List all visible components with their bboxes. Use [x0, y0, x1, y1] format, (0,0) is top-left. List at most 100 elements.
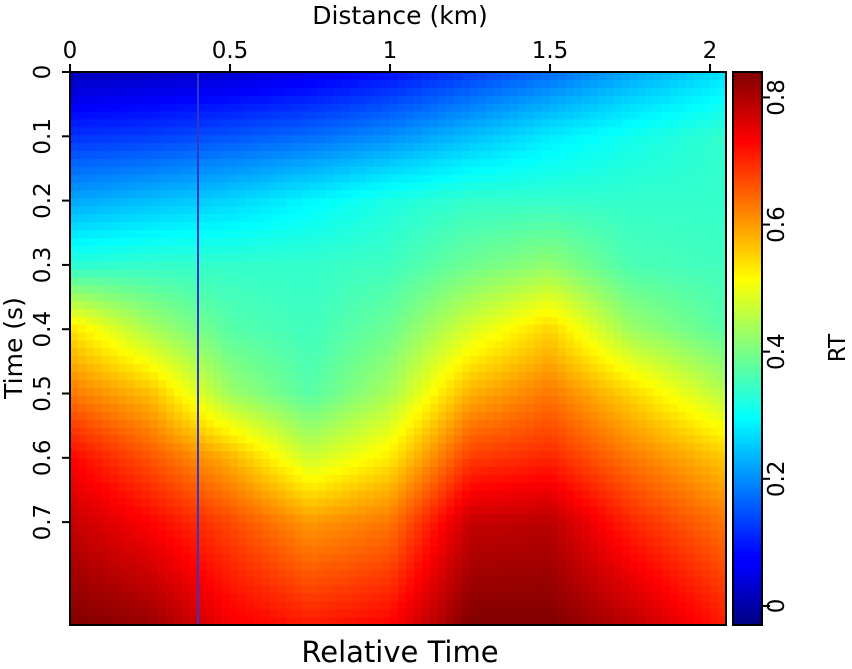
- heatmap-cell: [422, 491, 431, 500]
- heatmap-cell: [86, 412, 95, 421]
- heatmap-cell: [254, 530, 263, 539]
- heatmap-cell: [678, 112, 687, 121]
- heatmap-cell: [182, 388, 191, 397]
- heatmap-cell: [638, 293, 647, 302]
- heatmap-cell: [534, 222, 543, 231]
- heatmap-cell: [518, 522, 527, 531]
- heatmap-cell: [214, 507, 223, 516]
- heatmap-cell: [350, 388, 359, 397]
- heatmap-cell: [102, 333, 111, 342]
- heatmap-cell: [678, 356, 687, 365]
- heatmap-cell: [542, 222, 551, 231]
- heatmap-cell: [246, 349, 255, 358]
- heatmap-cell: [222, 127, 231, 136]
- heatmap-cell: [502, 380, 511, 389]
- heatmap-cell: [78, 333, 87, 342]
- heatmap-cell: [382, 388, 391, 397]
- heatmap-cell: [710, 88, 719, 97]
- heatmap-cell: [382, 530, 391, 539]
- heatmap-cell: [262, 412, 271, 421]
- heatmap-cell: [398, 538, 407, 547]
- heatmap-cell: [262, 459, 271, 468]
- heatmap-cell: [166, 428, 175, 437]
- heatmap-cell: [686, 238, 695, 247]
- heatmap-cell: [254, 254, 263, 263]
- heatmap-cell: [590, 293, 599, 302]
- heatmap-cell: [454, 341, 463, 350]
- heatmap-cell: [358, 317, 367, 326]
- heatmap-cell: [150, 191, 159, 200]
- heatmap-cell: [342, 499, 351, 508]
- heatmap-cell: [278, 459, 287, 468]
- heatmap-cell: [702, 356, 711, 365]
- heatmap-cell: [598, 293, 607, 302]
- heatmap-cell: [438, 435, 447, 444]
- heatmap-cell: [358, 159, 367, 168]
- heatmap-cell: [294, 459, 303, 468]
- heatmap-cell: [558, 80, 567, 89]
- heatmap-cell: [662, 404, 671, 413]
- heatmap-cell: [638, 270, 647, 279]
- heatmap-cell: [230, 135, 239, 144]
- heatmap-cell: [470, 356, 479, 365]
- heatmap-cell: [286, 459, 295, 468]
- heatmap-cell: [134, 499, 143, 508]
- heatmap-cell: [398, 293, 407, 302]
- heatmap-cell: [534, 396, 543, 405]
- heatmap-cell: [510, 483, 519, 492]
- heatmap-cell: [598, 301, 607, 310]
- heatmap-cell: [566, 507, 575, 516]
- heatmap-cell: [350, 262, 359, 271]
- heatmap-cell: [598, 349, 607, 358]
- heatmap-cell: [662, 317, 671, 326]
- heatmap-cell: [670, 396, 679, 405]
- heatmap-cell: [678, 349, 687, 358]
- heatmap-cell: [214, 522, 223, 531]
- heatmap-cell: [502, 206, 511, 215]
- heatmap-cell: [366, 356, 375, 365]
- heatmap-cell: [206, 127, 215, 136]
- heatmap-cell: [454, 380, 463, 389]
- heatmap-cell: [366, 135, 375, 144]
- heatmap-cell: [590, 135, 599, 144]
- heatmap-cell: [678, 198, 687, 207]
- heatmap-cell: [470, 277, 479, 286]
- heatmap-cell: [342, 198, 351, 207]
- heatmap-cell: [630, 507, 639, 516]
- heatmap-cell: [158, 459, 167, 468]
- heatmap-cell: [230, 143, 239, 152]
- heatmap-cell: [246, 293, 255, 302]
- heatmap-cell: [502, 198, 511, 207]
- heatmap-cell: [278, 538, 287, 547]
- heatmap-cell: [534, 246, 543, 255]
- heatmap-cell: [326, 135, 335, 144]
- heatmap-cell: [478, 325, 487, 334]
- heatmap-cell: [486, 325, 495, 334]
- heatmap-cell: [326, 325, 335, 334]
- heatmap-cell: [390, 285, 399, 294]
- heatmap-cell: [662, 546, 671, 555]
- heatmap-cell: [598, 119, 607, 128]
- heatmap-cell: [518, 214, 527, 223]
- heatmap-cell: [662, 198, 671, 207]
- heatmap-cell: [206, 325, 215, 334]
- heatmap-cell: [342, 80, 351, 89]
- heatmap-cell: [254, 507, 263, 516]
- heatmap-cell: [278, 483, 287, 492]
- heatmap-cell: [174, 538, 183, 547]
- heatmap-cell: [598, 72, 607, 81]
- heatmap-cell: [534, 309, 543, 318]
- heatmap-cell: [358, 356, 367, 365]
- heatmap-cell: [670, 443, 679, 452]
- heatmap-cell: [534, 301, 543, 310]
- heatmap-cell: [510, 262, 519, 271]
- heatmap-cell: [574, 325, 583, 334]
- heatmap-cell: [454, 404, 463, 413]
- heatmap-cell: [326, 404, 335, 413]
- heatmap-cell: [278, 499, 287, 508]
- heatmap-cell: [222, 483, 231, 492]
- heatmap-cell: [534, 72, 543, 81]
- heatmap-cell: [478, 499, 487, 508]
- heatmap-cell: [286, 206, 295, 215]
- heatmap-cell: [262, 443, 271, 452]
